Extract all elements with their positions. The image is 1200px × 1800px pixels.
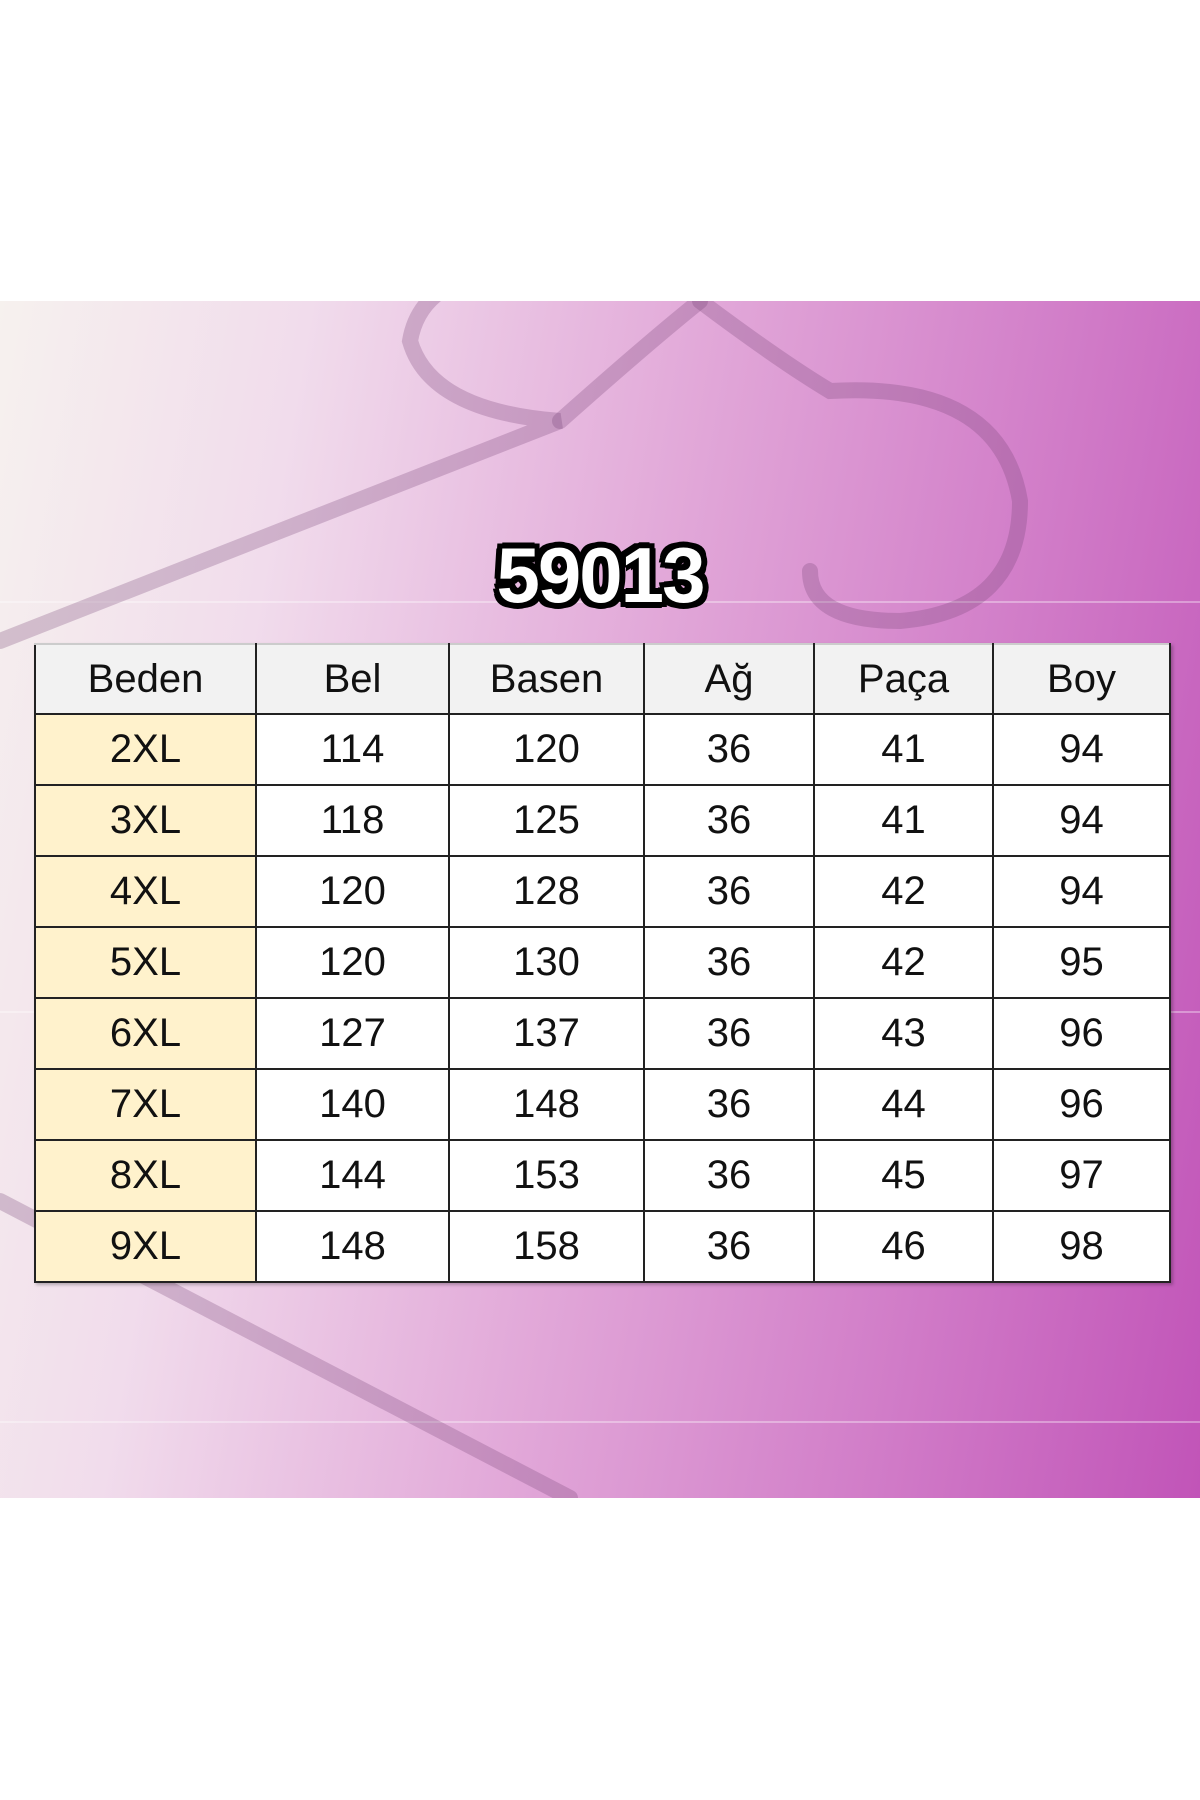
column-header: Boy xyxy=(992,643,1171,715)
column-header: Beden xyxy=(34,643,257,715)
measurement-cell: 41 xyxy=(813,713,994,786)
measurement-cell: 36 xyxy=(643,1139,815,1212)
measurement-cell: 158 xyxy=(448,1210,645,1283)
table-row: 7XL 140 148 36 44 96 xyxy=(34,1068,1171,1141)
size-cell: 9XL xyxy=(34,1210,257,1283)
measurement-cell: 36 xyxy=(643,713,815,786)
column-header: Bel xyxy=(255,643,450,715)
table-row: 6XL 127 137 36 43 96 xyxy=(34,997,1171,1070)
measurement-cell: 95 xyxy=(992,926,1171,999)
table-row: 8XL 144 153 36 45 97 xyxy=(34,1139,1171,1212)
measurement-cell: 96 xyxy=(992,997,1171,1070)
measurement-cell: 36 xyxy=(643,855,815,928)
measurement-cell: 42 xyxy=(813,926,994,999)
measurement-cell: 94 xyxy=(992,855,1171,928)
size-cell: 6XL xyxy=(34,997,257,1070)
measurement-cell: 96 xyxy=(992,1068,1171,1141)
table-row: 4XL 120 128 36 42 94 xyxy=(34,855,1171,928)
measurement-cell: 46 xyxy=(813,1210,994,1283)
measurement-cell: 144 xyxy=(255,1139,450,1212)
column-header: Basen xyxy=(448,643,645,715)
size-cell: 7XL xyxy=(34,1068,257,1141)
size-cell: 4XL xyxy=(34,855,257,928)
column-header: Ağ xyxy=(643,643,815,715)
header-row: Beden Bel Basen Ağ Paça Boy xyxy=(34,643,1171,715)
size-cell: 2XL xyxy=(34,713,257,786)
measurement-cell: 148 xyxy=(255,1210,450,1283)
measurement-cell: 94 xyxy=(992,713,1171,786)
measurement-cell: 120 xyxy=(255,855,450,928)
size-cell: 5XL xyxy=(34,926,257,999)
table-row: 9XL 148 158 36 46 98 xyxy=(34,1210,1171,1283)
measurement-cell: 36 xyxy=(643,1210,815,1283)
measurement-cell: 128 xyxy=(448,855,645,928)
size-chart-table: Beden Bel Basen Ağ Paça Boy 2XL 114 120 36 41 94 3X… xyxy=(34,643,1171,1283)
size-cell: 3XL xyxy=(34,784,257,857)
measurement-cell: 153 xyxy=(448,1139,645,1212)
measurement-cell: 127 xyxy=(255,997,450,1070)
product-code: 59013 xyxy=(496,531,706,619)
measurement-cell: 140 xyxy=(255,1068,450,1141)
measurement-cell: 36 xyxy=(643,997,815,1070)
measurement-cell: 45 xyxy=(813,1139,994,1212)
column-header: Paça xyxy=(813,643,994,715)
measurement-cell: 42 xyxy=(813,855,994,928)
measurement-cell: 36 xyxy=(643,1068,815,1141)
measurement-cell: 130 xyxy=(448,926,645,999)
table-row: 3XL 118 125 36 41 94 xyxy=(34,784,1171,857)
table-row: 5XL 120 130 36 42 95 xyxy=(34,926,1171,999)
measurement-cell: 120 xyxy=(448,713,645,786)
size-cell: 8XL xyxy=(34,1139,257,1212)
measurement-cell: 114 xyxy=(255,713,450,786)
measurement-cell: 36 xyxy=(643,784,815,857)
measurement-cell: 118 xyxy=(255,784,450,857)
measurement-cell: 44 xyxy=(813,1068,994,1141)
measurement-cell: 97 xyxy=(992,1139,1171,1212)
measurement-cell: 98 xyxy=(992,1210,1171,1283)
measurement-cell: 43 xyxy=(813,997,994,1070)
measurement-cell: 120 xyxy=(255,926,450,999)
table-row: 2XL 114 120 36 41 94 xyxy=(34,713,1171,786)
measurement-cell: 41 xyxy=(813,784,994,857)
measurement-cell: 148 xyxy=(448,1068,645,1141)
measurement-cell: 137 xyxy=(448,997,645,1070)
measurement-cell: 36 xyxy=(643,926,815,999)
measurement-cell: 125 xyxy=(448,784,645,857)
measurement-cell: 94 xyxy=(992,784,1171,857)
